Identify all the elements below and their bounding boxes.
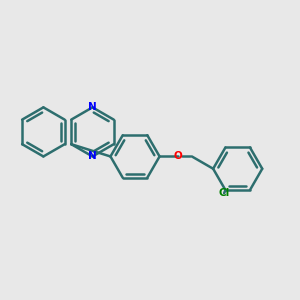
Text: N: N <box>88 152 97 161</box>
Text: Cl: Cl <box>218 188 230 198</box>
Text: O: O <box>173 152 182 161</box>
Text: N: N <box>88 102 97 112</box>
